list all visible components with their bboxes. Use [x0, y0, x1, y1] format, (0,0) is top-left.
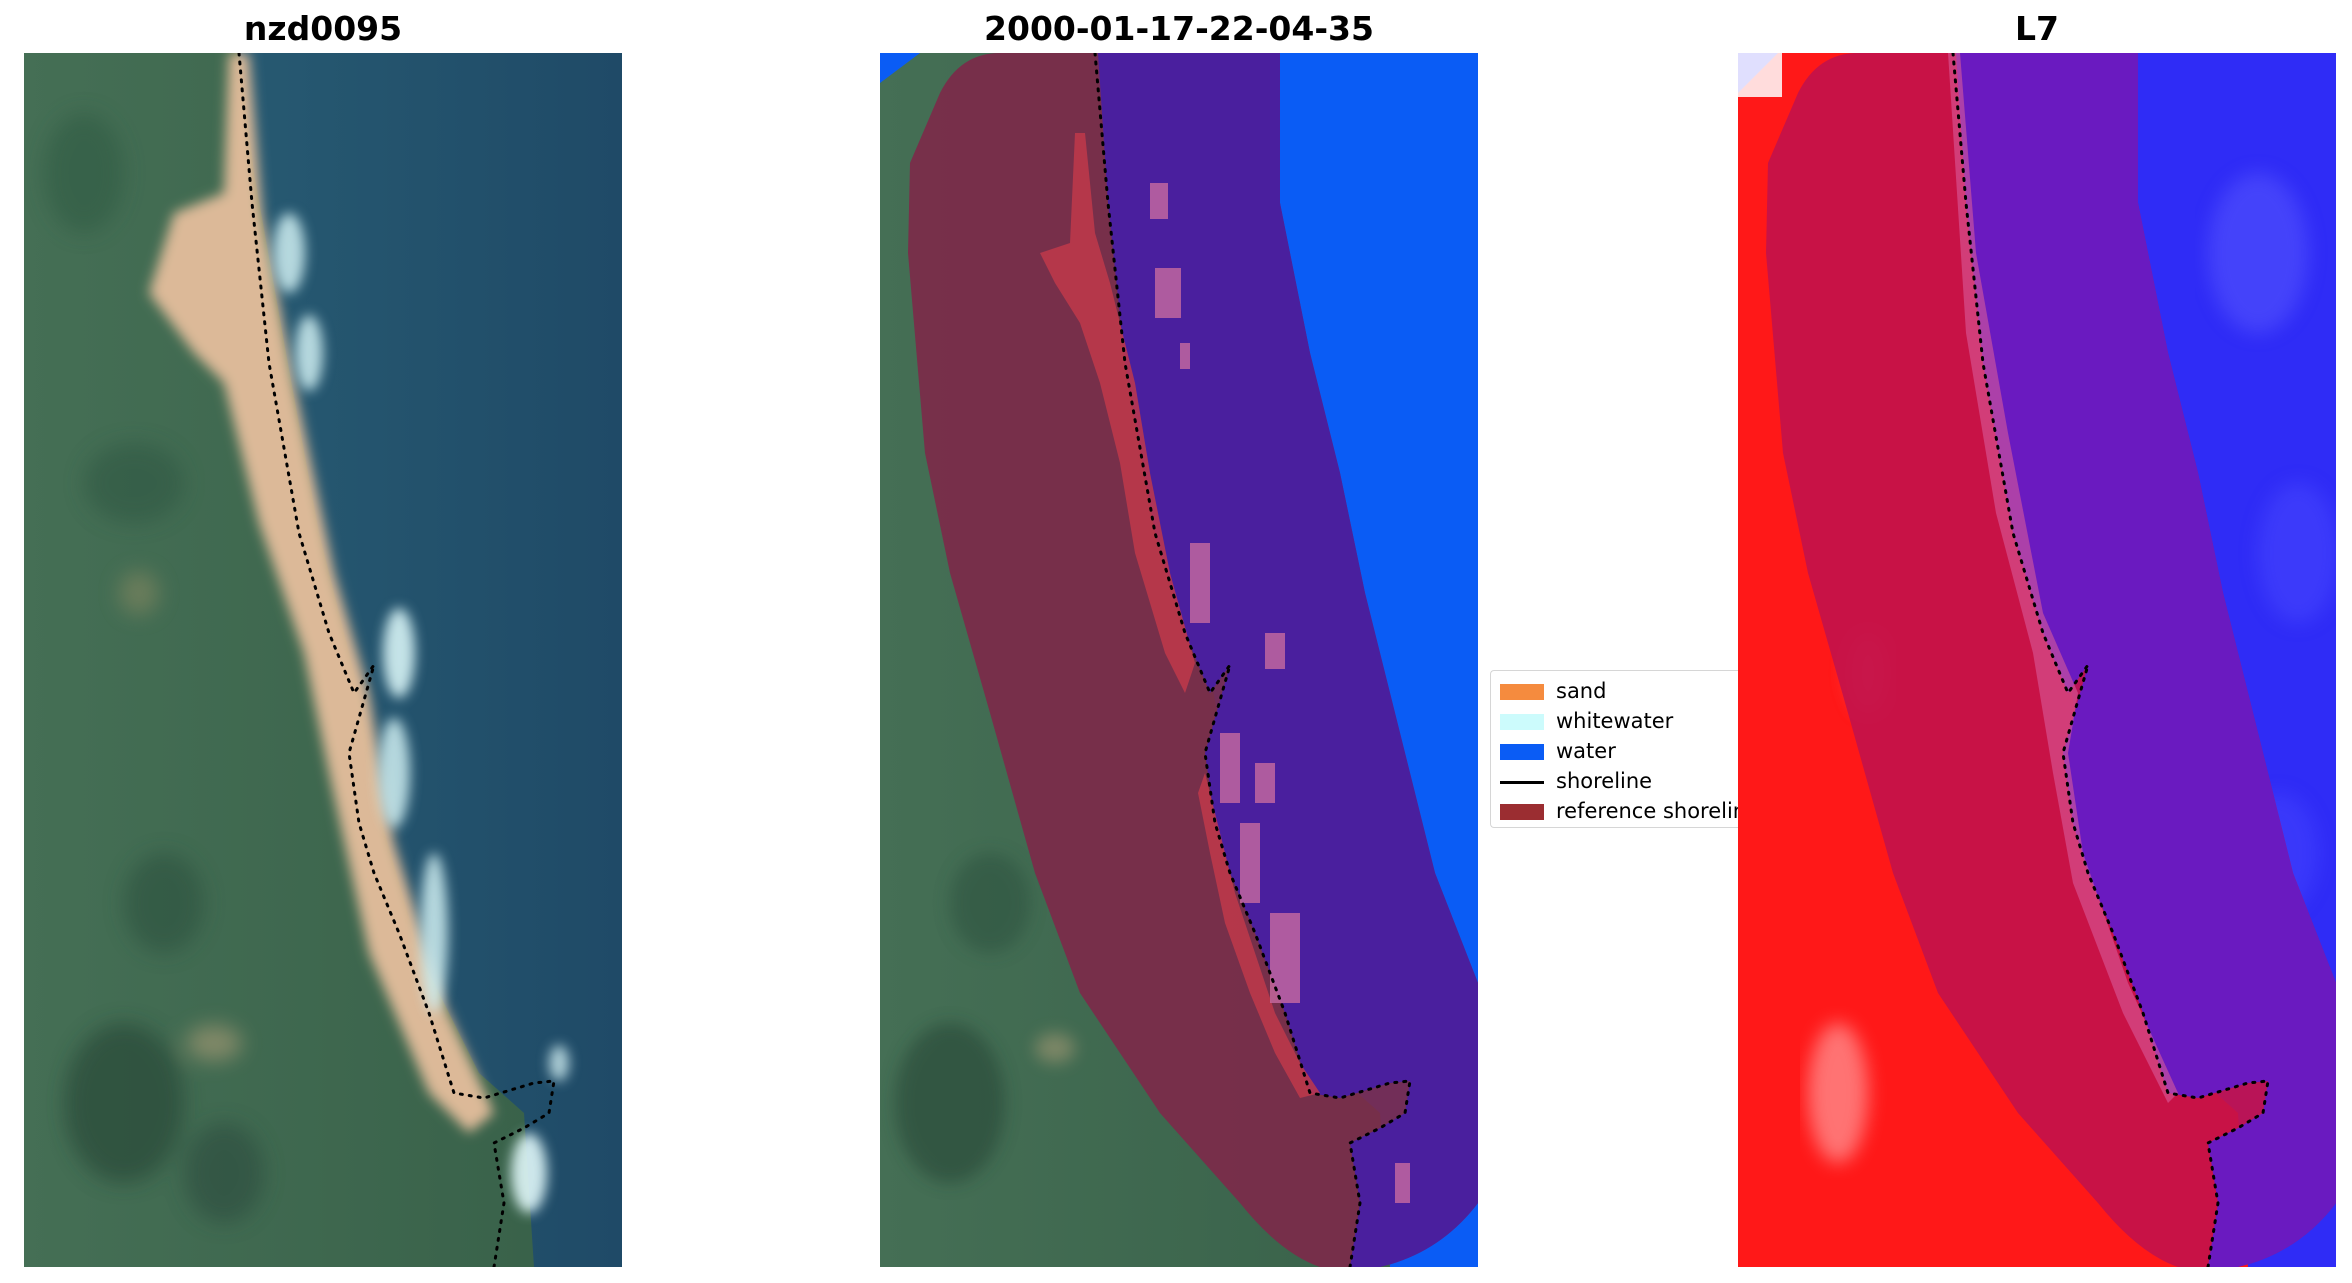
rgb-image-panel: [24, 53, 622, 1267]
buffer-over-water: [1098, 53, 1478, 1267]
legend-item-sand: sand: [1491, 676, 1738, 706]
legend-item-water: water: [1491, 736, 1738, 766]
panel-title-rgb: nzd0095: [243, 9, 403, 48]
legend-label-water: water: [1556, 739, 1616, 763]
legend-label-shoreline: shoreline: [1556, 769, 1653, 793]
legend-label-reference-shoreline: reference shoreline: [1556, 799, 1738, 823]
corner-artifact: [1738, 53, 1782, 97]
legend-item-shoreline: shoreline: [1491, 766, 1738, 796]
legend-item-reference-shoreline: reference shoreline: [1491, 796, 1738, 826]
index-image-panel: [1738, 53, 2336, 1267]
rgb-satellite-image: [24, 53, 622, 1267]
whitewater-surf: [273, 213, 569, 1213]
classified-image: [880, 53, 1478, 1267]
classified-image-panel: [880, 53, 1478, 1267]
panel-title-index: L7: [2015, 9, 2059, 48]
panel-title-classified: 2000-01-17-22-04-35: [984, 9, 1374, 48]
buffer-over-water: [1956, 53, 2336, 1267]
whitewater-swatch: [1500, 714, 1544, 730]
sand-class-overlay-south: [1198, 773, 1320, 1098]
land-texture: [895, 853, 1075, 1183]
reference-shoreline-swatch: [1500, 804, 1544, 820]
index-image: [1738, 53, 2336, 1267]
shoreline-line-swatch: [1500, 781, 1544, 784]
sand-class-overlay: [1040, 133, 1195, 693]
legend: sand whitewater water shoreline referenc…: [1490, 670, 1738, 828]
legend-label-whitewater: whitewater: [1556, 709, 1674, 733]
sand-swatch: [1500, 684, 1544, 700]
legend-label-sand: sand: [1556, 679, 1607, 703]
land-texture: [44, 113, 264, 1223]
water-swatch: [1500, 744, 1544, 760]
legend-item-whitewater: whitewater: [1491, 706, 1738, 736]
sand-beach: [149, 53, 494, 1133]
